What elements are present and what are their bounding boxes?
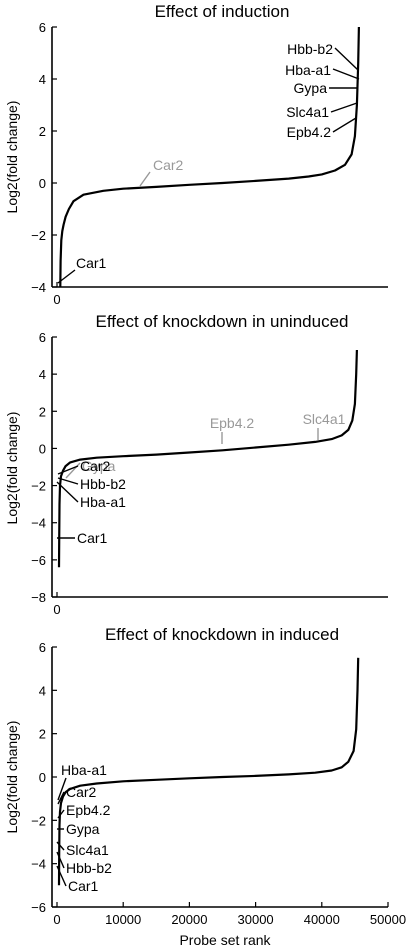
panel-3-leader-car1	[56, 865, 67, 887]
panel-3-label-hbb-b2: Hbb-b2	[66, 860, 112, 876]
panel-3-x-tick-label: 40000	[304, 912, 340, 927]
panel-3-y-tick-label: 6	[39, 640, 46, 655]
panel-1-y-tick-label: −2	[31, 228, 46, 243]
panel-1-leader-hbb-b2	[334, 47, 359, 71]
panel-3-y-tick-label: −6	[31, 900, 46, 915]
panel-2-label-hba-a1: Hba-a1	[80, 494, 126, 510]
panel-1-leader-epb4-2	[332, 117, 357, 133]
panel-2-label-epb4-2: Epb4.2	[210, 415, 255, 431]
panel-2-axes: −8 −6 −4 −2 0 2 4 6 0	[31, 330, 388, 617]
panel-2-label-hbb-b2: Hbb-b2	[80, 476, 126, 492]
panel-3-label-epb4-2: Epb4.2	[66, 802, 111, 818]
panel-2-y-axis-label: Log2(fold change)	[4, 412, 20, 525]
panel-3-y-tick-label: −2	[31, 813, 46, 828]
panel-3-y-tick-label: −4	[31, 857, 46, 872]
panel-3-leader-hba-a1	[57, 777, 67, 801]
panel-2-leader-hbb-b2	[57, 477, 79, 485]
panel-3-x-tick-label: 10000	[105, 912, 141, 927]
panel-3-y-axis-label: Log2(fold change)	[4, 721, 20, 834]
panel-1-label-car2: Car2	[153, 157, 184, 173]
panel-3-leader-car2	[57, 791, 65, 805]
panel-3-x-tick-label: 20000	[171, 912, 207, 927]
panel-1-x-tick-label: 0	[53, 292, 60, 307]
panel-1-leader-car1	[57, 269, 76, 284]
panel-knockdown-induced: Effect of knockdown in induced Log2(fold…	[4, 625, 406, 948]
panel-3-label-car2: Car2	[66, 784, 97, 800]
panel-knockdown-uninduced: Effect of knockdown in uninduced Log2(fo…	[4, 312, 388, 617]
panel-3-leader-slc4a1	[56, 841, 65, 851]
panel-3-x-tick-label: 50000	[370, 912, 406, 927]
panel-2-leader-hba-a1	[56, 481, 79, 503]
panel-3-x-tick-label: 0	[53, 912, 60, 927]
panel-2-title: Effect of knockdown in uninduced	[96, 312, 349, 331]
panel-1-y-tick-label: 4	[39, 72, 46, 87]
panel-3-series-line	[57, 657, 360, 886]
panel-3-leader-hbb-b2	[56, 851, 65, 869]
panel-3-label-car1: Car1	[68, 878, 99, 894]
panel-1-series-line	[59, 26, 360, 288]
panel-1-label-epb4-2: Epb4.2	[287, 124, 332, 140]
panel-1-y-tick-label: 6	[39, 20, 46, 35]
panel-3-title: Effect of knockdown in induced	[105, 625, 339, 644]
panel-3-y-tick-label: 4	[39, 683, 46, 698]
panel-1-y-axis-label: Log2(fold change)	[4, 101, 20, 214]
panel-3-y-tick-label: 0	[39, 770, 46, 785]
panel-2-y-tick-label: 0	[39, 441, 46, 456]
panel-3-label-slc4a1: Slc4a1	[66, 842, 109, 858]
panel-1-y-tick-label: 2	[39, 124, 46, 139]
panel-2-label-car1: Car1	[77, 530, 108, 546]
panel-induction: Effect of induction Log2(fold change) −4…	[4, 2, 388, 307]
panel-3-axes: −6 −4 −2 0 2 4 6 0 10000 20000 30000 40000 50000	[31, 640, 406, 927]
panel-3-x-tick-label: 30000	[238, 912, 274, 927]
panel-2-label-gypa: Gypa	[82, 458, 116, 474]
panel-3-x-axis-label: Probe set rank	[179, 932, 271, 948]
panel-1-axes: −4 −2 0 2 4 6 0	[31, 20, 388, 307]
panel-3-label-hba-a1: Hba-a1	[61, 762, 107, 778]
panel-1-label-hbb-b2: Hbb-b2	[287, 41, 333, 57]
panel-2-label-slc4a1: Slc4a1	[303, 411, 346, 427]
panel-2-y-tick-label: −8	[31, 590, 46, 605]
panel-3-label-gypa: Gypa	[66, 821, 100, 837]
panel-1-leader-hba-a1	[332, 68, 360, 80]
panel-3-y-tick-label: 2	[39, 727, 46, 742]
panel-2-y-tick-label: 4	[39, 367, 46, 382]
panel-1-leader-slc4a1	[330, 102, 358, 113]
panel-1-label-car1: Car1	[76, 255, 107, 271]
panel-2-label-car2: Car2	[80, 458, 111, 474]
panel-2-series-line	[57, 349, 358, 568]
panel-2-y-tick-label: −2	[31, 479, 46, 494]
panel-1-label-gypa: Gypa	[294, 80, 328, 96]
panel-1-label-slc4a1: Slc4a1	[286, 104, 329, 120]
panel-2-y-tick-label: 6	[39, 330, 46, 345]
panel-3-leader-epb4-2	[57, 809, 65, 819]
panel-1-title: Effect of induction	[155, 2, 290, 21]
panel-1-label-hba-a1: Hba-a1	[285, 62, 331, 78]
panel-2-y-tick-label: −6	[31, 553, 46, 568]
panel-2-leader-car2	[57, 465, 79, 475]
panel-1-y-tick-label: 0	[39, 176, 46, 191]
panel-1-y-tick-label: −4	[31, 280, 46, 295]
panel-2-y-tick-label: −4	[31, 516, 46, 531]
panel-2-y-tick-label: 2	[39, 404, 46, 419]
panel-1-leader-car2	[139, 171, 151, 187]
panel-2-x-tick-label: 0	[53, 602, 60, 617]
